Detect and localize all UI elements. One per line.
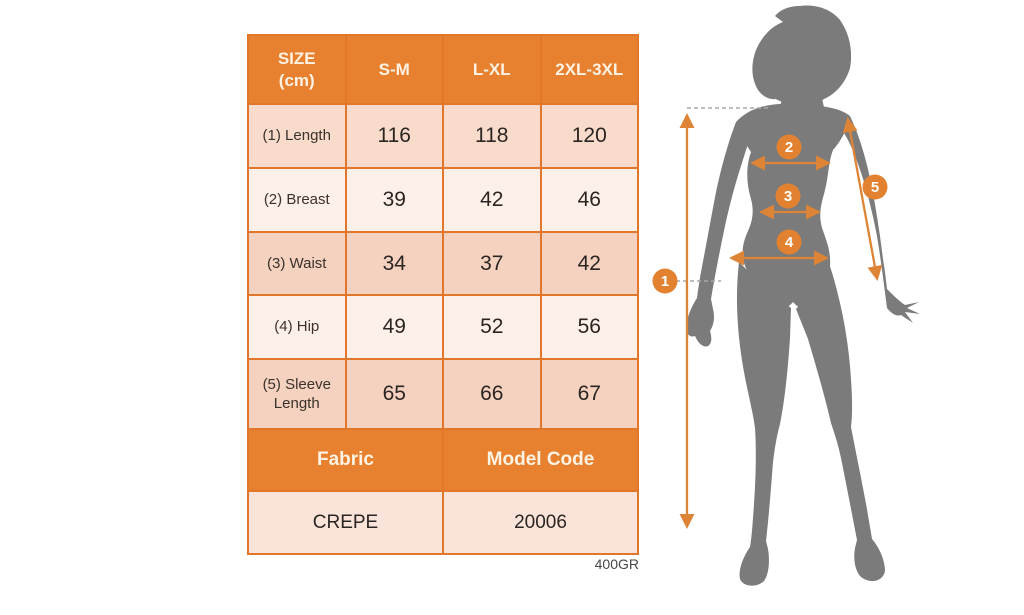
fabric-value: CREPE [247,490,444,555]
row-label-waist: (3) Waist [247,231,347,296]
table-row-breast: (2) Breast 39 42 46 [247,167,639,233]
badge-3-number: 3 [784,188,792,205]
size-table: SIZE (cm) S-M L-XL 2XL-3XL (1) Length 11… [247,34,639,555]
column-header-sm: S-M [344,34,444,105]
sleeve-lxl: 66 [442,358,542,430]
table-footer-value-row: CREPE 20006 [247,490,639,555]
waist-lxl: 37 [442,231,542,296]
size-cm-header: SIZE (cm) [247,34,347,105]
waist-2xl3xl: 42 [539,231,639,296]
measurement-figure: 1 2 3 4 5 [652,5,920,586]
badge-3-circle [775,183,801,209]
sleeve-2xl3xl: 67 [539,358,639,430]
breast-lxl: 42 [442,167,542,233]
badge-2: 2 [776,134,802,160]
row-label-length: (1) Length [247,103,347,169]
breast-sm: 39 [344,167,444,233]
fabric-header: Fabric [247,428,444,492]
row-label-breast: (2) Breast [247,167,347,233]
hip-2xl3xl: 56 [539,294,639,360]
model-code-value: 20006 [442,490,639,555]
waist-sm: 34 [344,231,444,296]
badge-4-circle [776,229,802,255]
badge-4-number: 4 [785,234,794,251]
sleeve-arrow [842,117,883,281]
length-2xl3xl: 120 [539,103,639,169]
badge-5-circle [862,174,888,200]
badge-5-number: 5 [871,179,879,196]
model-code-header: Model Code [442,428,639,492]
silhouette-head [752,5,852,104]
breast-2xl3xl: 46 [539,167,639,233]
row-label-hip: (4) Hip [247,294,347,360]
badge-5: 5 [862,174,888,200]
badge-3: 3 [775,183,801,209]
hip-sm: 49 [344,294,444,360]
badge-1: 1 [652,268,678,294]
table-row-sleeve-length: (5) Sleeve Length 65 66 67 [247,358,639,430]
column-header-lxl: L-XL [442,34,542,105]
badge-4: 4 [776,229,802,255]
badge-1-circle [652,268,678,294]
column-header-2xl3xl: 2XL-3XL [539,34,639,105]
badge-1-number: 1 [661,273,669,290]
table-row-hip: (4) Hip 49 52 56 [247,294,639,360]
silhouette-left-arm [686,122,750,347]
length-sm: 116 [344,103,444,169]
table-row-length: (1) Length 116 118 120 [247,103,639,169]
table-header-row: SIZE (cm) S-M L-XL 2XL-3XL [247,34,639,105]
silhouette-left-leg [736,262,791,586]
size-header-line2: (cm) [278,70,315,90]
badge-2-circle [776,134,802,160]
silhouette-right-leg [796,263,885,582]
weight-note: 400GR [594,556,639,572]
silhouette-right-arm [844,116,920,323]
row-label-sleeve-length: (5) Sleeve Length [247,358,347,430]
badge-2-number: 2 [785,139,793,156]
hip-lxl: 52 [442,294,542,360]
table-footer-header-row: Fabric Model Code [247,428,639,492]
length-lxl: 118 [442,103,542,169]
size-header-line1: SIZE [277,49,316,69]
sleeve-sm: 65 [344,358,444,430]
woman-silhouette [686,5,920,586]
table-row-waist: (3) Waist 34 37 42 [247,231,639,296]
